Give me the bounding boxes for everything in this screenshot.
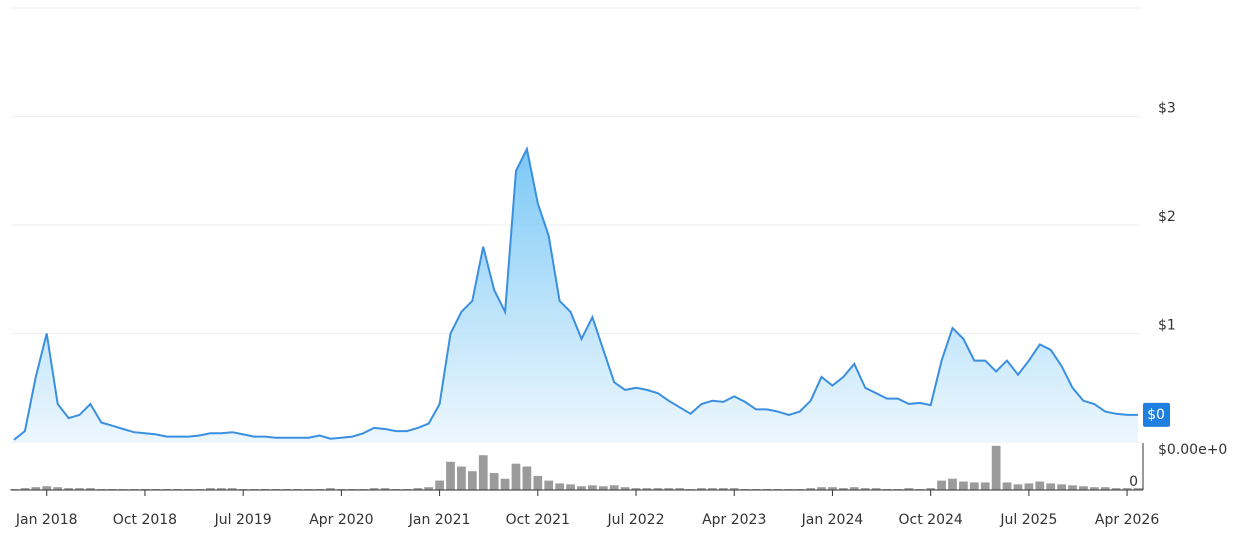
- volume-bar: [478, 455, 488, 490]
- volume-bar: [326, 488, 335, 490]
- volume-bar: [53, 487, 63, 490]
- volume-bar: [729, 488, 739, 490]
- x-tick-label: Oct 2024: [899, 512, 963, 528]
- y-tick-label: $1: [1158, 318, 1176, 334]
- x-tick-label: Apr 2020: [309, 512, 373, 528]
- volume-bar: [86, 488, 95, 490]
- x-tick-label: Apr 2026: [1095, 512, 1159, 528]
- volume-bar: [216, 488, 226, 490]
- x-tick-label: Jan 2021: [408, 512, 471, 528]
- volume-bar: [511, 463, 521, 490]
- price-tag: $0: [1147, 407, 1165, 423]
- volume-bar: [467, 471, 477, 490]
- volume-bar: [227, 488, 237, 490]
- volume-bar: [653, 488, 663, 490]
- x-tick-label: Jan 2024: [801, 512, 864, 528]
- volume-bar: [948, 478, 957, 490]
- volume-bar: [1089, 487, 1099, 490]
- volume-bar: [1046, 483, 1056, 490]
- volume-bar: [609, 485, 619, 490]
- y-tick-label: $0.00e+0: [1158, 442, 1227, 458]
- volume-bar: [435, 480, 444, 490]
- volume-bar: [577, 486, 586, 490]
- volume-bar: [457, 466, 466, 490]
- volume-bar: [31, 487, 41, 490]
- volume-bar: [664, 488, 674, 490]
- volume-bar: [206, 488, 215, 490]
- volume-bar: [424, 487, 434, 490]
- price-area: [14, 149, 1138, 442]
- volume-bar: [598, 486, 608, 490]
- volume-bar: [533, 475, 543, 490]
- volume-bar: [413, 488, 423, 490]
- volume-bar: [380, 488, 390, 490]
- y-tick-label: $3: [1158, 101, 1176, 117]
- volume-bar: [620, 487, 630, 490]
- volume-bar: [849, 487, 859, 490]
- volume-bar: [708, 488, 717, 490]
- volume-bar: [969, 482, 979, 490]
- volume-bar: [806, 488, 815, 490]
- volume-bar: [871, 488, 881, 490]
- volume-bar: [1013, 484, 1023, 490]
- x-tick-label: Jul 2019: [214, 512, 272, 528]
- x-tick-label: Jul 2022: [607, 512, 665, 528]
- volume-bar: [1002, 482, 1012, 490]
- volume-bar: [64, 488, 73, 490]
- price-line: [13, 145, 1138, 441]
- volume-bar: [42, 486, 52, 490]
- volume-bar: [544, 480, 554, 490]
- volume-bar: [631, 488, 641, 490]
- x-tick-label: Oct 2018: [113, 512, 177, 528]
- volume-bar: [369, 488, 379, 490]
- volume-bar: [555, 483, 564, 490]
- volume-bar: [1079, 486, 1088, 490]
- y-tick-label: $2: [1158, 209, 1176, 225]
- volume-bar: [991, 445, 1001, 490]
- volume-bar: [926, 488, 936, 490]
- x-tick-label: Jul 2025: [999, 512, 1057, 528]
- volume-bar: [1035, 481, 1045, 490]
- volume-bar: [20, 488, 30, 490]
- volume-bar: [697, 488, 706, 490]
- volume-tick-label: 0: [1129, 474, 1138, 490]
- price-tag-box: [1143, 402, 1170, 427]
- x-tick-label: Jan 2018: [15, 512, 78, 528]
- x-tick-label: Oct 2021: [506, 512, 570, 528]
- volume-bar: [817, 487, 826, 490]
- volume-bar: [838, 488, 848, 490]
- volume-bar: [937, 480, 946, 490]
- volume-bar: [718, 488, 728, 490]
- volume-bar: [959, 481, 968, 490]
- volume-bar: [828, 487, 837, 490]
- volume-bar: [1068, 485, 1077, 490]
- volume-bar: [1100, 487, 1110, 490]
- volume-bar: [489, 473, 499, 490]
- volume-bar: [588, 485, 597, 490]
- volume-bar: [1122, 488, 1132, 490]
- volume-bar: [500, 478, 510, 490]
- volume-bar: [566, 484, 575, 490]
- volume-bar: [642, 488, 652, 490]
- volume-bar: [1024, 483, 1034, 490]
- volume-bar: [522, 466, 532, 490]
- volume-bar: [1111, 488, 1121, 490]
- volume-bar: [860, 488, 870, 490]
- volume-bar: [75, 488, 84, 490]
- volume-bar: [675, 488, 685, 490]
- volume-bar: [1057, 484, 1066, 490]
- volume-bar: [446, 461, 455, 490]
- volume-bar: [980, 482, 990, 490]
- volume-bar: [1133, 488, 1143, 490]
- volume-bar: [904, 488, 914, 490]
- x-tick-label: Apr 2023: [702, 512, 766, 528]
